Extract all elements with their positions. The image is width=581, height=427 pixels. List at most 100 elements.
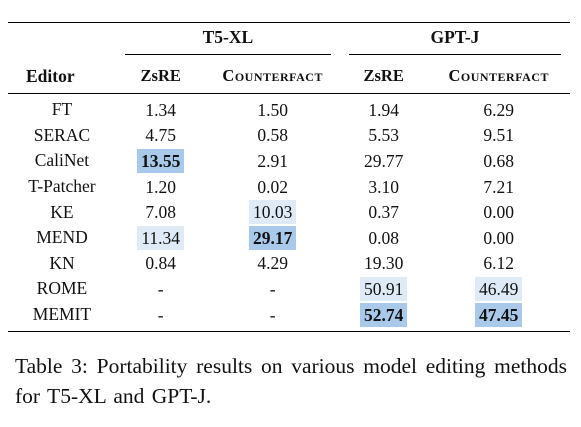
cell-value: 50.91 bbox=[359, 276, 408, 301]
cell-value: 3.10 bbox=[368, 176, 399, 197]
table-row: KE 7.08 10.03 0.37 0.00 bbox=[8, 199, 570, 225]
cell-value: 5.53 bbox=[368, 125, 399, 146]
table-row: KN 0.84 4.29 19.30 6.12 bbox=[8, 251, 570, 277]
cell-value: 0.02 bbox=[257, 176, 288, 197]
cell-value: 1.94 bbox=[368, 99, 399, 120]
editor-name: T-Patcher bbox=[28, 176, 96, 197]
cell-value: 7.08 bbox=[145, 202, 177, 223]
cell-value: - bbox=[157, 304, 164, 325]
editor-name: KE bbox=[50, 201, 74, 222]
table-row: T-Patcher 1.20 0.02 3.10 7.21 bbox=[8, 174, 570, 200]
cell-value: 0.68 bbox=[483, 150, 515, 171]
column-header-gptj-counterfact: Counterfact bbox=[427, 59, 570, 94]
table-cell: 0.08 bbox=[340, 225, 428, 251]
editor-name: FT bbox=[51, 99, 73, 120]
group-header-row: T5-XL GPT-J bbox=[8, 22, 570, 59]
cell-value: 10.03 bbox=[249, 200, 297, 225]
table-cell: 29.77 bbox=[340, 148, 428, 174]
table-caption: Table 3: Portability results on various … bbox=[15, 354, 567, 408]
table-cell: 0.68 bbox=[427, 148, 570, 174]
table-cell: 7.21 bbox=[427, 174, 570, 200]
table-cell: 1.20 bbox=[116, 174, 206, 200]
table-cell: 4.29 bbox=[206, 251, 340, 277]
column-header-gptj-zsre: ZsRE bbox=[339, 59, 428, 94]
table-row: MEND 11.34 29.17 0.08 0.00 bbox=[8, 225, 570, 251]
table-cell: - bbox=[206, 276, 340, 302]
cell-value: 0.84 bbox=[145, 253, 177, 274]
table-cell: 29.17 bbox=[206, 225, 340, 251]
table-cell: 1.34 bbox=[116, 94, 206, 123]
table-cell: 13.55 bbox=[116, 148, 206, 174]
table-cell: 0.02 bbox=[206, 174, 340, 200]
table-cell: 50.91 bbox=[340, 276, 428, 302]
cell-value: - bbox=[269, 278, 276, 299]
cell-value: 46.49 bbox=[475, 276, 523, 301]
cell-value: - bbox=[157, 278, 164, 299]
cell-value: 7.21 bbox=[483, 176, 515, 197]
table-cell: 0.84 bbox=[116, 251, 206, 277]
cell-value: 11.34 bbox=[137, 225, 185, 250]
cell-value: 29.17 bbox=[249, 225, 297, 250]
editor-name: CaliNet bbox=[34, 150, 90, 171]
table-cell: 3.10 bbox=[340, 174, 428, 200]
column-header-t5-zsre: ZsRE bbox=[115, 59, 206, 94]
table-cell: 52.74 bbox=[339, 301, 428, 333]
cell-value: 29.77 bbox=[363, 150, 404, 171]
results-table: T5-XL GPT-J Editor ZsRE Counterfact ZsRE… bbox=[8, 22, 570, 333]
cell-value: 9.51 bbox=[483, 125, 515, 146]
cell-value: 19.30 bbox=[363, 253, 404, 274]
cell-value: 47.45 bbox=[475, 302, 523, 327]
editor-name: SERAC bbox=[33, 124, 91, 145]
table-row: SERAC 4.75 0.58 5.53 9.51 bbox=[8, 123, 570, 149]
table-cell: 1.94 bbox=[340, 94, 428, 123]
cell-value: 2.91 bbox=[257, 150, 288, 171]
table-cell: 0.37 bbox=[340, 199, 428, 225]
table-cell: - bbox=[205, 301, 340, 333]
table-cell: 10.03 bbox=[206, 199, 340, 225]
group-header-gptj: GPT-J bbox=[339, 22, 570, 59]
table-cell: 2.91 bbox=[206, 148, 340, 174]
table-cell: 19.30 bbox=[340, 251, 428, 277]
cell-value: 1.20 bbox=[145, 176, 177, 197]
cell-value: 1.50 bbox=[257, 99, 288, 120]
editor-column-header: Editor bbox=[8, 59, 116, 94]
table-cell: 7.08 bbox=[116, 199, 206, 225]
table-cell: 11.34 bbox=[116, 225, 206, 251]
table-cell: 46.49 bbox=[427, 276, 570, 302]
cell-value: 4.75 bbox=[145, 125, 177, 146]
cell-value: 0.00 bbox=[483, 202, 515, 223]
column-header-t5-counterfact: Counterfact bbox=[205, 59, 340, 94]
cell-value: 6.29 bbox=[483, 99, 515, 120]
table-cell: 6.12 bbox=[427, 251, 570, 277]
table-cell: 9.51 bbox=[427, 123, 570, 149]
table-row: CaliNet 13.55 2.91 29.77 0.68 bbox=[8, 148, 570, 174]
table-row: FT 1.34 1.50 1.94 6.29 bbox=[8, 94, 570, 123]
group-header-t5xl: T5-XL bbox=[115, 22, 340, 59]
cell-value: 6.12 bbox=[483, 253, 515, 274]
cell-value: 13.55 bbox=[137, 148, 185, 173]
editor-name: ROME bbox=[36, 278, 88, 299]
editor-name: KN bbox=[49, 252, 75, 273]
cell-value: 1.34 bbox=[145, 99, 177, 120]
cell-value: 0.08 bbox=[368, 227, 399, 248]
cell-value: 0.00 bbox=[483, 227, 515, 248]
cell-value: 4.29 bbox=[257, 253, 288, 274]
table-cell: 0.58 bbox=[206, 123, 340, 149]
table-cell: - bbox=[116, 276, 206, 302]
table-body: FT 1.34 1.50 1.94 6.29 SERAC 4.75 0.58 5.53 9.51 C… bbox=[8, 94, 570, 333]
table-cell: 5.53 bbox=[340, 123, 428, 149]
cell-value: 0.58 bbox=[257, 125, 288, 146]
table-row: MEMIT - - 52.74 47.45 bbox=[8, 301, 570, 333]
table-row: ROME - - 50.91 46.49 bbox=[8, 276, 570, 302]
cell-value: - bbox=[269, 304, 276, 325]
cell-value: 52.74 bbox=[359, 302, 408, 327]
editor-name: MEMIT bbox=[8, 301, 116, 333]
table-cell: 4.75 bbox=[116, 123, 206, 149]
table-cell: 6.29 bbox=[427, 94, 570, 123]
table-cell: 0.00 bbox=[427, 199, 570, 225]
table-cell: - bbox=[115, 301, 206, 333]
table-cell: 47.45 bbox=[427, 301, 570, 333]
cell-value: 0.37 bbox=[368, 202, 399, 223]
table-cell: 1.50 bbox=[206, 94, 340, 123]
